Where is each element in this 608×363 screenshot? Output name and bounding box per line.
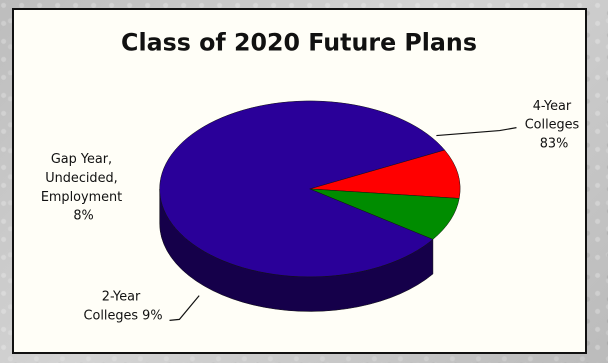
pie-slice-0 [159,100,446,278]
label-gap-year-line-4: 8% [73,209,93,224]
pie-chart: Class of 2020 Future Plans 4-Year Colleg… [41,29,584,324]
label-2-year-colleges-line-2: Colleges 9% [84,308,163,323]
label-2-year-colleges-text: 2-Year Colleges 9% [84,290,163,324]
label-4-year-colleges: 4-Year Colleges 83% [436,99,584,152]
pie-slice-2 [309,188,460,240]
chart-card: Class of 2020 Future Plans 4-Year Colleg… [12,8,587,354]
leader-line-2-year-colleges [169,295,200,321]
label-4-year-colleges-line-3: 83% [540,136,569,151]
pie-group [159,100,461,312]
label-2-year-colleges: 2-Year Colleges 9% [84,290,200,324]
label-4-year-colleges-line-1: 4-Year [533,99,572,114]
pie-slice-1 [309,149,461,199]
label-gap-year-line-1: Gap Year, [51,152,112,167]
label-4-year-colleges-line-2: Colleges [525,118,580,133]
label-gap-year-line-2: Undecided, [45,171,117,186]
leader-line-4-year-colleges [436,127,517,137]
label-gap-year-text: Gap Year, Undecided, Employment 8% [41,152,126,223]
label-4-year-colleges-text: 4-Year Colleges 83% [525,99,584,152]
label-2-year-colleges-line-1: 2-Year [102,290,141,305]
label-gap-year-undecided-employment: Gap Year, Undecided, Employment 8% [41,152,126,223]
chart-title: Class of 2020 Future Plans [121,29,477,57]
label-gap-year-line-3: Employment [41,190,122,205]
